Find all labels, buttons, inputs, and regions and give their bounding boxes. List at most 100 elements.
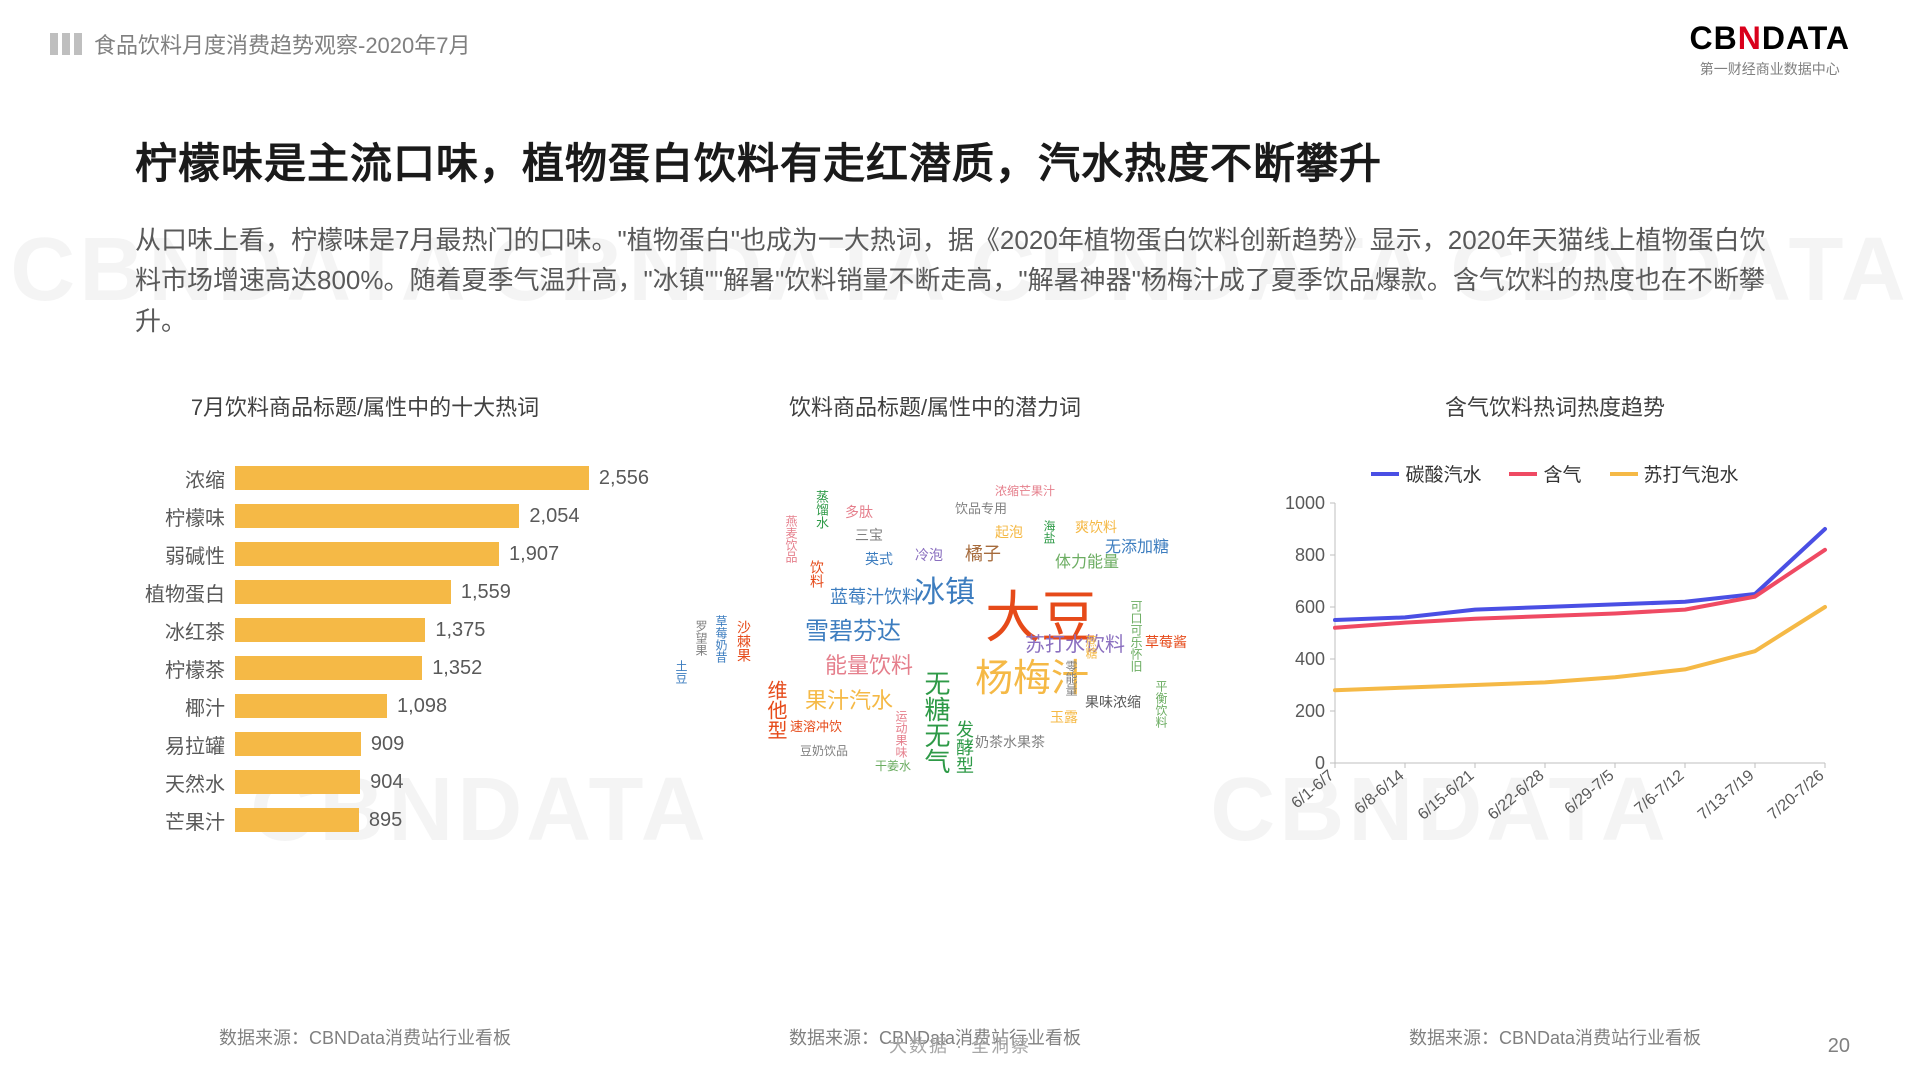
breadcrumb-text: 食品饮料月度消费趋势观察-2020年7月 [94, 28, 471, 60]
cloud-word: 沙棘果 [737, 620, 751, 662]
cloud-word: 饮品专用 [955, 502, 1007, 515]
cloud-word: 体力能量 [1055, 555, 1119, 571]
bar-fill [235, 808, 359, 832]
bar-fill [235, 770, 360, 794]
bar-label: 浓缩 [135, 464, 225, 493]
cloud-word: 无糖无气 [923, 670, 949, 774]
bar-value: 1,098 [397, 694, 447, 718]
bar-value: 1,559 [461, 580, 511, 604]
bar-value: 2,054 [529, 504, 579, 528]
legend-swatch [1509, 472, 1537, 476]
bar-row: 柠檬茶1,352 [135, 650, 595, 686]
cloud-word: 苏打水饮料 [1025, 635, 1125, 655]
bar-value: 904 [370, 770, 403, 794]
bar-value: 2,556 [599, 466, 649, 490]
bar-fill [235, 732, 361, 756]
cloud-word: 饮料 [810, 560, 824, 588]
logo-accent: N [1738, 20, 1762, 56]
line-chart-body: 020040060080010006/1-6/76/8-6/146/15-6/2… [1275, 493, 1835, 853]
line-chart-legend: 碳酸汽水 含气 苏打气泡水 [1275, 460, 1835, 487]
line-chart-title: 含气饮料热词热度趋势 [1275, 390, 1835, 422]
bar-value: 1,907 [509, 542, 559, 566]
word-cloud-body: 大豆杨梅汁冰镇无糖无气雪碧芬达能量饮料果汁汽水苏打水饮料蓝莓汁饮料维他型发酵型橘… [655, 460, 1215, 820]
word-cloud-title: 饮料商品标题/属性中的潜力词 [655, 390, 1215, 422]
bar-fill [235, 656, 422, 680]
header-bars-icon [50, 33, 82, 55]
page-number: 20 [1828, 1035, 1850, 1058]
bar-fill [235, 542, 499, 566]
cloud-word: 多肽 [845, 505, 873, 519]
cloud-word: 速溶冲饮 [790, 720, 842, 733]
bar-label: 芒果汁 [135, 806, 225, 835]
bar-label: 柠檬茶 [135, 654, 225, 683]
bar-value: 909 [371, 732, 404, 756]
cloud-word: 浓缩芒果汁 [995, 485, 1055, 497]
svg-text:7/13-7/19: 7/13-7/19 [1695, 767, 1758, 824]
bar-fill [235, 580, 451, 604]
legend-item: 苏打气泡水 [1610, 460, 1739, 487]
footer-center: 大数据 · 全洞察 [0, 1032, 1920, 1058]
page-title: 柠檬味是主流口味，植物蛋白饮料有走红潜质，汽水热度不断攀升 [135, 130, 1382, 191]
svg-text:6/8-6/14: 6/8-6/14 [1352, 767, 1408, 818]
brand-logo: CBNDATA 第一财经商业数据中心 [1690, 20, 1850, 79]
cloud-word: 能量饮料 [825, 655, 913, 677]
panel-bar-chart: 7月饮料商品标题/属性中的十大热词 浓缩2,556柠檬味2,054弱碱性1,90… [135, 390, 595, 990]
cloud-word: 罗望果 [695, 620, 707, 656]
cloud-word: 雪碧芬达 [805, 620, 901, 644]
logo-part1: CB [1690, 20, 1738, 56]
cloud-word: 草莓酱 [1145, 635, 1187, 649]
cloud-word: 蔗糖 [1085, 635, 1097, 659]
bar-row: 芒果汁 895 [135, 802, 595, 838]
bar-row: 易拉罐 909 [135, 726, 595, 762]
bar-row: 植物蛋白 1,559 [135, 574, 595, 610]
svg-text:400: 400 [1295, 649, 1325, 669]
cloud-word: 无添加糖 [1105, 540, 1169, 556]
legend-item: 碳酸汽水 [1371, 460, 1481, 487]
bar-value: 1,375 [435, 618, 485, 642]
bar-label: 椰汁 [135, 692, 225, 721]
bar-chart-title: 7月饮料商品标题/属性中的十大热词 [135, 390, 595, 422]
cloud-word: 草莓奶昔 [715, 615, 727, 663]
svg-text:1000: 1000 [1285, 493, 1325, 513]
bar-row: 浓缩2,556 [135, 460, 595, 496]
cloud-word: 蓝莓汁饮料 [830, 588, 920, 606]
cloud-word: 蒸馏水 [815, 490, 828, 529]
cloud-word: 发酵型 [955, 720, 973, 774]
cloud-word: 奶茶水果茶 [975, 735, 1045, 749]
cloud-word: 果汁汽水 [805, 690, 893, 712]
svg-text:600: 600 [1295, 597, 1325, 617]
cloud-word: 橘子 [965, 545, 1001, 563]
bar-fill [235, 466, 589, 490]
cloud-word: 平衡饮料 [1155, 680, 1167, 728]
bar-row: 弱碱性1,907 [135, 536, 595, 572]
cloud-word: 果味浓缩 [1085, 695, 1141, 709]
svg-text:6/15-6/21: 6/15-6/21 [1415, 767, 1478, 824]
logo-part2: DATA [1762, 20, 1850, 56]
bar-row: 天然水 904 [135, 764, 595, 800]
panel-line-chart: 含气饮料热词热度趋势 碳酸汽水含气苏打气泡水 02004006008001000… [1275, 390, 1835, 990]
cloud-word: 土豆 [675, 660, 687, 684]
svg-text:6/22-6/28: 6/22-6/28 [1485, 767, 1548, 824]
svg-text:200: 200 [1295, 701, 1325, 721]
bar-row: 柠檬味2,054 [135, 498, 595, 534]
bar-label: 植物蛋白 [135, 578, 225, 607]
cloud-word: 干姜水 [875, 760, 911, 772]
bar-label: 易拉罐 [135, 730, 225, 759]
bar-label: 天然水 [135, 768, 225, 797]
cloud-word: 豆奶饮品 [800, 745, 848, 757]
cloud-word: 起泡 [995, 525, 1023, 539]
cloud-word: 燕麦饮品 [785, 515, 797, 563]
bar-row: 冰红茶1,375 [135, 612, 595, 648]
legend-label: 碳酸汽水 [1405, 460, 1481, 487]
legend-label: 含气 [1543, 460, 1581, 487]
bar-value: 895 [369, 808, 402, 832]
bar-chart-body: 浓缩2,556柠檬味2,054弱碱性1,907 植物蛋白 1,559 冰红茶1,375… [135, 460, 595, 838]
bar-fill [235, 618, 425, 642]
cloud-word: 玉露 [1050, 710, 1078, 724]
cloud-word: 零能量 [1065, 660, 1077, 696]
body-text: 从口味上看，柠檬味是7月最热门的口味。"植物蛋白"也成为一大热词，据《2020年… [135, 220, 1780, 341]
header-breadcrumb: 食品饮料月度消费趋势观察-2020年7月 [50, 28, 471, 60]
svg-text:6/1-6/7: 6/1-6/7 [1288, 767, 1337, 812]
bar-fill [235, 504, 519, 528]
cloud-word: 英式 [865, 552, 893, 566]
